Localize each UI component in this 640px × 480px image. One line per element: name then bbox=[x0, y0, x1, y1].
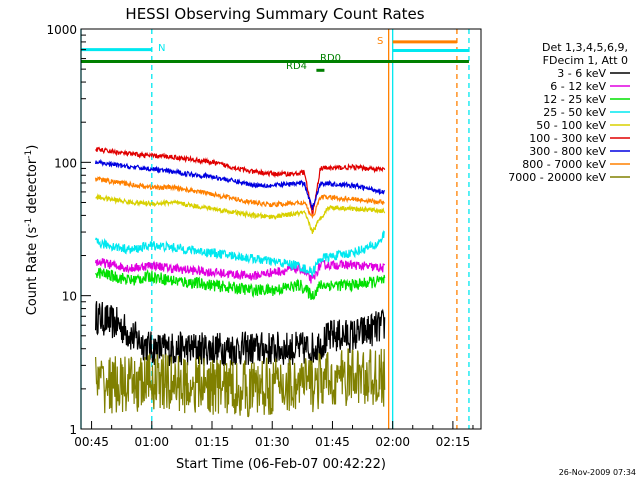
y-axis-label: Count Rate (s-1 detector-1) bbox=[24, 145, 40, 316]
x-axis: 00:45 01:00 01:15 01:30 01:45 02:00 02:15 bbox=[74, 421, 474, 449]
legend-label-1: 6 - 12 keV bbox=[550, 80, 606, 93]
plot-frame bbox=[80, 28, 482, 430]
legend-label-8: 7000 - 20000 keV bbox=[508, 171, 606, 184]
series-line-3 bbox=[95, 229, 386, 278]
legend-label-4: 50 - 100 keV bbox=[536, 119, 606, 132]
legend-label-0: 3 - 6 keV bbox=[557, 67, 606, 80]
legend-label-2: 12 - 25 keV bbox=[543, 93, 606, 106]
x-tick-label-4: 01:45 bbox=[315, 435, 350, 449]
series-line-5 bbox=[95, 146, 386, 218]
legend-label-5: 100 - 300 keV bbox=[529, 132, 606, 145]
series-line-6 bbox=[94, 158, 386, 211]
legend: Det 1,3,4,5,6,9, FDecim 1, Att 0 3 - 6 k… bbox=[508, 41, 630, 184]
attenuator-bars bbox=[81, 40, 469, 72]
y-tick-label-2: 100 bbox=[54, 156, 77, 170]
legend-header-line-2: FDecim 1, Att 0 bbox=[543, 54, 628, 67]
x-tick-label-5: 02:00 bbox=[375, 435, 410, 449]
annotation-rd4: RD4 bbox=[286, 61, 307, 72]
x-tick-label-1: 01:00 bbox=[134, 435, 169, 449]
legend-label-3: 25 - 50 keV bbox=[543, 106, 606, 119]
y-tick-label-1: 10 bbox=[62, 290, 77, 304]
x-tick-label-2: 01:15 bbox=[195, 435, 230, 449]
series-line-0 bbox=[94, 301, 386, 367]
series-line-2 bbox=[95, 266, 386, 301]
series-line-1 bbox=[94, 257, 386, 284]
chart-title: HESSI Observing Summary Count Rates bbox=[125, 5, 424, 23]
y-tick-label-0: 1 bbox=[69, 423, 77, 437]
x-tick-label-3: 01:30 bbox=[255, 435, 290, 449]
legend-label-6: 300 - 800 keV bbox=[529, 145, 606, 158]
legend-label-7: 800 - 7000 keV bbox=[522, 158, 606, 171]
y-axis: 1 10 100 1000 bbox=[46, 23, 91, 437]
annotation-n: N bbox=[158, 43, 165, 54]
series-line-8 bbox=[94, 348, 386, 418]
x-axis-label: Start Time (06-Feb-07 00:42:22) bbox=[176, 457, 386, 472]
x-tick-label-0: 00:45 bbox=[74, 435, 109, 449]
footer-timestamp: 26-Nov-2009 07:34 bbox=[559, 468, 636, 477]
annotation-rd0: RD0 bbox=[320, 53, 341, 64]
y-tick-label-3: 1000 bbox=[46, 23, 77, 37]
series-line-4 bbox=[95, 193, 386, 234]
legend-header-line-1: Det 1,3,4,5,6,9, bbox=[542, 41, 628, 54]
series-line-7 bbox=[94, 176, 385, 220]
x-tick-label-6: 02:15 bbox=[436, 435, 471, 449]
annotation-s: S bbox=[377, 36, 383, 47]
series-layer bbox=[94, 146, 386, 418]
